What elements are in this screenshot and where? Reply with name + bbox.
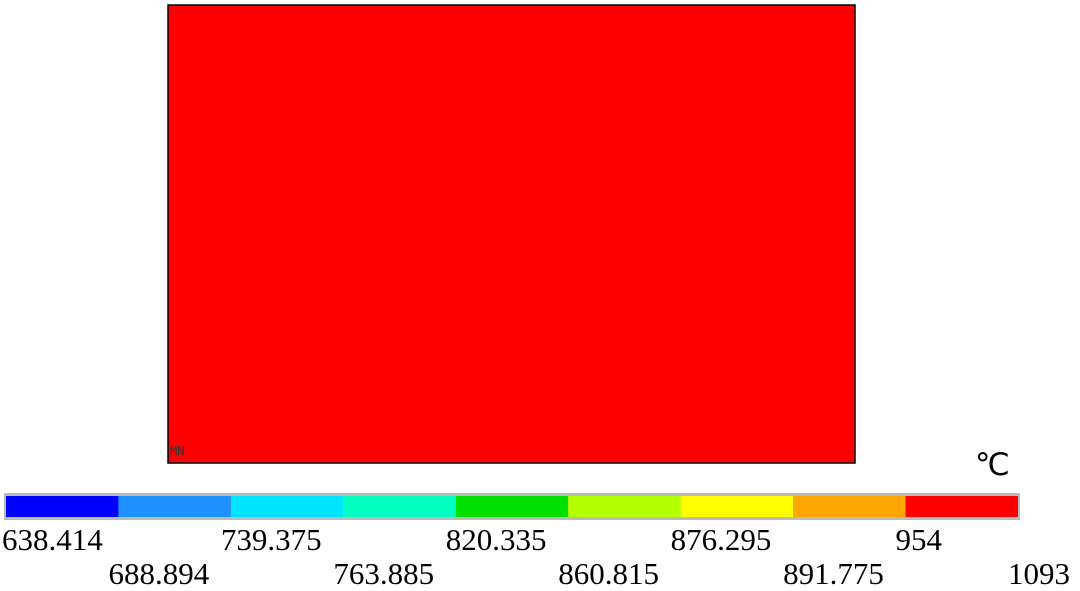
legend-tick-label: 860.815 (558, 556, 659, 591)
legend-tick-label: 876.295 (671, 522, 772, 557)
unit-label: ℃ (975, 447, 1010, 482)
legend-tick-label: 763.885 (333, 556, 434, 591)
legend-swatch (680, 496, 794, 517)
legend-swatch (905, 496, 1018, 517)
plot-frame (167, 4, 856, 464)
legend-swatch (455, 496, 569, 517)
legend-swatch (6, 496, 119, 517)
legend-tick-label: 891.775 (783, 556, 884, 591)
legend-swatch (343, 496, 456, 517)
legend-swatch (568, 496, 681, 517)
legend-swatch (230, 496, 344, 517)
legend-tick-label: 739.375 (221, 522, 322, 557)
legend-swatch (793, 496, 906, 517)
legend-tick-label: 1093 (1008, 556, 1070, 591)
plot-label: MN (170, 444, 184, 458)
legend-tick-label: 638.414 (2, 522, 103, 557)
contour-plot (168, 5, 855, 463)
legend-swatch (118, 496, 231, 517)
contour-band (168, 5, 855, 463)
legend-tick-label: 820.335 (446, 522, 547, 557)
legend-tick-label: 954 (896, 522, 943, 557)
legend-tick-label: 688.894 (108, 556, 209, 591)
